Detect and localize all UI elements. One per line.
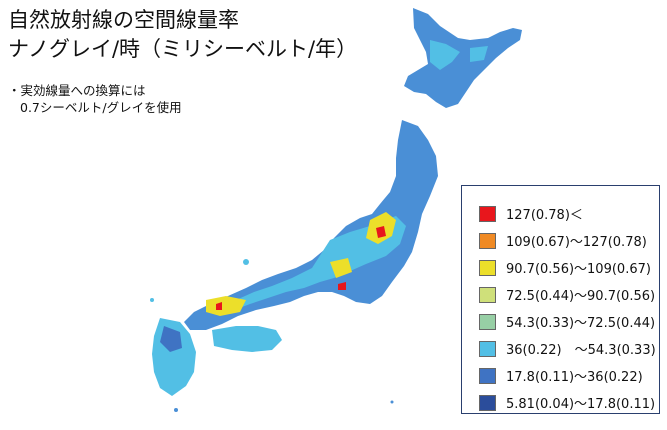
legend-swatch xyxy=(479,232,496,249)
region-shikoku xyxy=(212,326,282,352)
legend-swatch xyxy=(479,367,496,384)
legend-label: 127(0.78)＜ xyxy=(506,208,583,223)
hokkaido-light xyxy=(430,40,488,70)
map-title: 自然放射線の空間線量率 ナノグレイ/時（ミリシーベルト/年） xyxy=(8,6,357,64)
legend-item: 17.8(0.11)～36(0.22) xyxy=(479,362,659,389)
legend-swatch xyxy=(479,394,496,411)
island-south xyxy=(174,408,178,412)
kyushu-dark xyxy=(160,326,182,352)
island-tsushima xyxy=(150,298,154,302)
region-honshu xyxy=(184,120,438,330)
legend-label: 109(0.67)～127(0.78) xyxy=(506,235,647,250)
legend-swatch xyxy=(479,313,496,330)
legend-label: 90.7(0.56)～109(0.67) xyxy=(506,262,651,277)
legend-item: 109(0.67)～127(0.78) xyxy=(479,227,659,254)
legend-label: 17.8(0.11)～36(0.22) xyxy=(506,370,643,385)
legend-item: 90.7(0.56)～109(0.67) xyxy=(479,254,659,281)
honshu-yellow-zone xyxy=(206,212,396,316)
region-kyushu xyxy=(152,318,196,396)
legend-label: 36(0.22) ～54.3(0.33) xyxy=(506,343,656,358)
legend-swatch xyxy=(479,286,496,303)
legend-swatch xyxy=(479,259,496,276)
legend-item: 36(0.22) ～54.3(0.33) xyxy=(479,335,659,362)
legend-swatch xyxy=(479,340,496,357)
legend-label: 54.3(0.33)～72.5(0.44) xyxy=(506,316,656,331)
legend-label: 72.5(0.44)～90.7(0.56) xyxy=(506,289,656,304)
honshu-red-spots xyxy=(216,226,386,310)
legend-label: 5.81(0.04)～17.8(0.11) xyxy=(506,397,656,412)
legend-swatch xyxy=(479,205,496,222)
island-oki xyxy=(243,259,249,265)
conversion-note: ・実効線量への換算には 0.7シーベルト/グレイを使用 xyxy=(8,82,182,116)
region-hokkaido xyxy=(404,8,522,108)
note-line-1: ・実効線量への換算には xyxy=(8,83,146,98)
note-line-2: 0.7シーベルト/グレイを使用 xyxy=(20,100,182,115)
legend-item: 5.81(0.04)～17.8(0.11) xyxy=(479,389,659,416)
legend-item: 54.3(0.33)～72.5(0.44) xyxy=(479,308,659,335)
island-izu xyxy=(390,400,394,404)
legend-item: 72.5(0.44)～90.7(0.56) xyxy=(479,281,659,308)
honshu-light-band xyxy=(222,216,406,310)
title-line-1: 自然放射線の空間線量率 xyxy=(8,8,239,32)
map-legend: 127(0.78)＜ 109(0.67)～127(0.78) 90.7(0.56)～… xyxy=(461,185,660,414)
title-line-2: ナノグレイ/時（ミリシーベルト/年） xyxy=(8,37,358,61)
legend-item: 127(0.78)＜ xyxy=(479,200,659,227)
